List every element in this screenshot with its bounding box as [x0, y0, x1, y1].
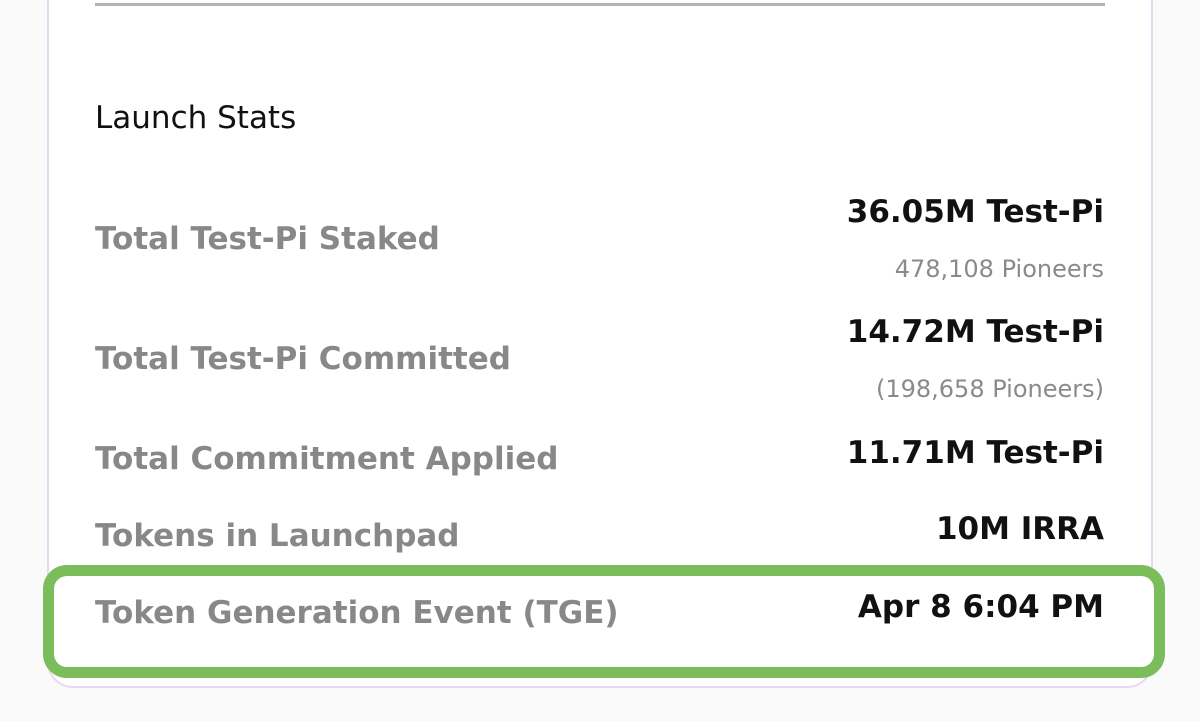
stat-value-commitment-applied: 11.71M Test-Pi	[846, 435, 1104, 471]
stat-value-total-staked: 36.05M Test-Pi	[846, 194, 1104, 230]
stat-label-tokens-in-launchpad: Tokens in Launchpad	[95, 518, 460, 554]
stat-value-tge: Apr 8 6:04 PM	[857, 589, 1104, 625]
stat-label-commitment-applied: Total Commitment Applied	[95, 441, 559, 477]
tge-highlight-box	[43, 565, 1165, 678]
stat-sub-total-committed: (198,658 Pioneers)	[875, 375, 1104, 403]
section-title: Launch Stats	[95, 100, 297, 136]
stat-label-total-staked: Total Test-Pi Staked	[95, 221, 440, 257]
stat-label-total-committed: Total Test-Pi Committed	[95, 341, 511, 377]
stat-value-total-committed: 14.72M Test-Pi	[846, 314, 1104, 350]
stat-value-tokens-in-launchpad: 10M IRRA	[935, 511, 1104, 547]
stat-sub-total-staked: 478,108 Pioneers	[894, 255, 1104, 283]
stat-label-tge: Token Generation Event (TGE)	[95, 595, 619, 631]
section-divider	[95, 3, 1105, 6]
